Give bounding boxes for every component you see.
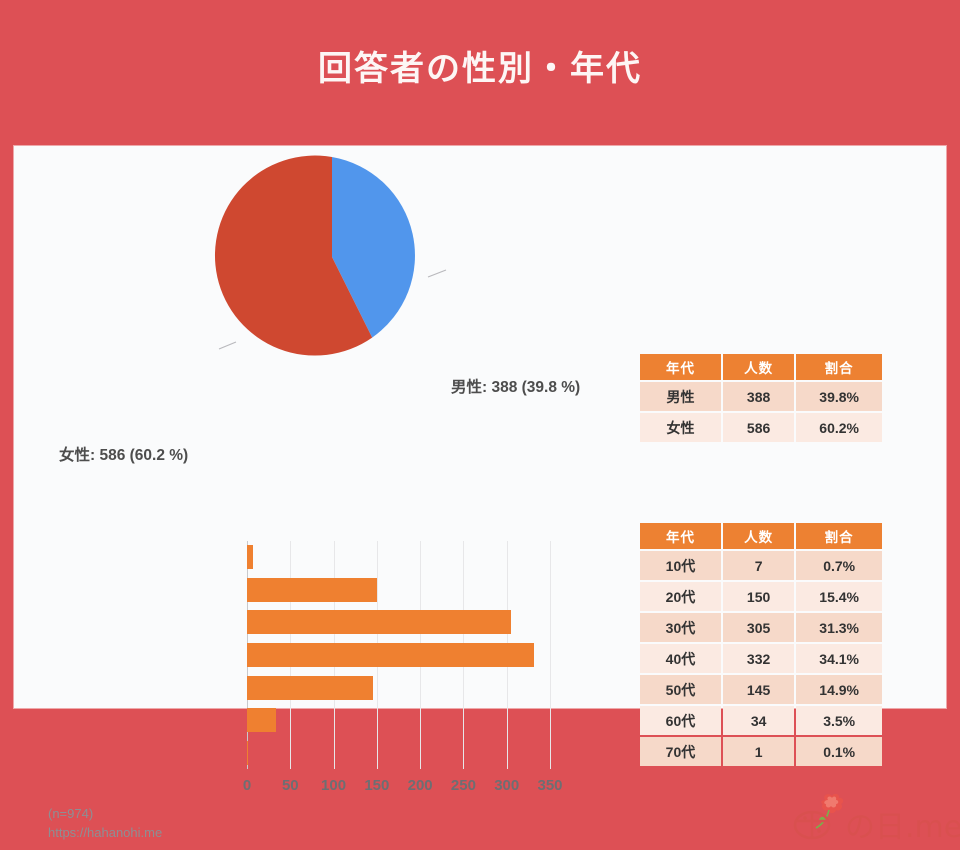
bar-gridline xyxy=(550,541,551,769)
gender-data-table: 年代 人数 割合 男性 388 39.8% 女性 586 60.2% xyxy=(638,352,884,444)
table-header-row: 年代 人数 割合 xyxy=(640,354,882,380)
cell-count: 145 xyxy=(722,675,795,704)
cell-label: 50代 xyxy=(640,675,721,704)
cell-pct: 34.1% xyxy=(796,644,882,673)
cell-count: 332 xyxy=(722,644,795,673)
pie-chart-svg xyxy=(214,155,447,356)
bar-plot-area: 10代20代30代40代50代60代70代0501001502002503003… xyxy=(243,541,563,794)
table-row: 30代 305 31.3% xyxy=(640,613,882,642)
x-axis-tick-300: 300 xyxy=(494,777,520,794)
gender-table-body: 男性 388 39.8% 女性 586 60.2% xyxy=(640,382,882,442)
pie-slice-female xyxy=(214,155,373,356)
pie-leader-lines xyxy=(218,269,447,350)
kanji-dot-right xyxy=(817,829,821,833)
cell-pct: 0.1% xyxy=(796,737,882,766)
header-band xyxy=(0,0,960,146)
table-row: 50代 145 14.9% xyxy=(640,675,882,704)
age-table-body: 10代 7 0.7% 20代 150 15.4% 30代 305 31.3% 4… xyxy=(640,551,882,766)
cell-pct: 60.2% xyxy=(796,413,882,442)
cell-pct: 0.7% xyxy=(796,551,882,580)
table-row: 40代 332 34.1% xyxy=(640,644,882,673)
bar-row xyxy=(247,541,550,574)
gender-pie-chart: 男性: 388 (39.8 %) 女性: 586 (60.2 %) xyxy=(14,146,614,464)
cell-count: 1 xyxy=(722,737,795,766)
column-header-age: 年代 xyxy=(640,523,721,549)
x-axis-tick-100: 100 xyxy=(321,777,347,794)
bar-row xyxy=(247,639,550,672)
bar-70代 xyxy=(247,740,249,765)
page-title: 回答者の性別・年代 xyxy=(318,50,642,88)
column-header-age: 年代 xyxy=(640,354,721,380)
cell-count: 388 xyxy=(722,382,795,411)
bar-row xyxy=(247,574,550,607)
cell-label: 20代 xyxy=(640,582,721,611)
column-header-count: 人数 xyxy=(722,354,795,380)
cell-label: 男性 xyxy=(640,382,721,411)
source-url-text: https://hahanohi.me xyxy=(48,825,163,840)
age-bar-chart: 10代20代30代40代50代60代70代0501001502002503003… xyxy=(14,531,614,811)
logo-text: の日.me xyxy=(845,810,960,845)
pie-slice-male xyxy=(332,157,415,338)
content-panel: 男性: 388 (39.8 %) 女性: 586 (60.2 %) 10代20代… xyxy=(14,146,960,845)
cell-label: 60代 xyxy=(640,706,721,735)
table-row: 女性 586 60.2% xyxy=(640,413,882,442)
table-row: 60代 34 3.5% xyxy=(640,706,882,735)
cell-count: 7 xyxy=(722,551,795,580)
cell-label: 女性 xyxy=(640,413,721,442)
x-axis-tick-50: 50 xyxy=(281,777,299,794)
bar-60代 xyxy=(247,708,277,733)
bar-row xyxy=(247,736,550,769)
x-axis-tick-350: 350 xyxy=(537,777,563,794)
age-data-table: 年代 人数 割合 10代 7 0.7% 20代 150 15.4% 30代 30… xyxy=(638,521,884,768)
x-axis-tick-0: 0 xyxy=(242,777,252,794)
bar-30代 xyxy=(247,610,512,635)
leader-line-male xyxy=(427,269,447,278)
table-header-row: 年代 人数 割合 xyxy=(640,523,882,549)
cell-count: 150 xyxy=(722,582,795,611)
cell-pct: 3.5% xyxy=(796,706,882,735)
bar-40代 xyxy=(247,642,535,667)
cell-pct: 14.9% xyxy=(796,675,882,704)
pie-label-female: 女性: 586 (60.2 %) xyxy=(59,447,189,464)
table-row: 男性 388 39.8% xyxy=(640,382,882,411)
kanji-dot-left xyxy=(803,816,807,820)
x-axis-tick-150: 150 xyxy=(364,777,390,794)
bar-50代 xyxy=(247,675,373,700)
leader-line-female xyxy=(218,341,237,350)
cell-label: 10代 xyxy=(640,551,721,580)
column-header-ratio: 割合 xyxy=(796,523,882,549)
cell-pct: 15.4% xyxy=(796,582,882,611)
logo-mark-svg xyxy=(793,794,844,840)
column-header-ratio: 割合 xyxy=(796,354,882,380)
cell-count: 586 xyxy=(722,413,795,442)
cell-label: 30代 xyxy=(640,613,721,642)
sample-size-text: (n=974) xyxy=(48,806,94,821)
table-row: 20代 150 15.4% xyxy=(640,582,882,611)
cell-pct: 39.8% xyxy=(796,382,882,411)
bar-row xyxy=(247,704,550,737)
footer-note: (n=974) https://hahanohi.me xyxy=(48,804,162,842)
column-header-count: 人数 xyxy=(722,523,795,549)
cell-pct: 31.3% xyxy=(796,613,882,642)
bar-10代 xyxy=(247,545,254,570)
x-axis-tick-200: 200 xyxy=(407,777,433,794)
pie-label-male: 男性: 388 (39.8 %) xyxy=(451,379,581,396)
bar-20代 xyxy=(247,577,377,602)
table-row: 10代 7 0.7% xyxy=(640,551,882,580)
table-row: 70代 1 0.1% xyxy=(640,737,882,766)
cell-count: 305 xyxy=(722,613,795,642)
pie-slices xyxy=(214,155,415,356)
cell-count: 34 xyxy=(722,706,795,735)
haha-kanji-mark xyxy=(793,810,831,840)
x-axis-tick-250: 250 xyxy=(450,777,476,794)
bar-row xyxy=(247,606,550,639)
cell-label: 70代 xyxy=(640,737,721,766)
bar-row xyxy=(247,671,550,704)
cell-label: 40代 xyxy=(640,644,721,673)
site-logo[interactable]: の日.me xyxy=(789,794,960,850)
